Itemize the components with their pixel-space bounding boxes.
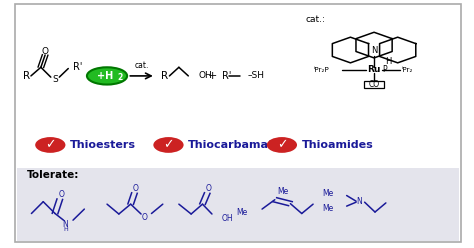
Text: S: S bbox=[52, 75, 58, 84]
Text: R': R' bbox=[73, 62, 82, 72]
Text: cat.:: cat.: bbox=[306, 15, 326, 24]
Text: ✓: ✓ bbox=[277, 138, 287, 152]
Text: –SH: –SH bbox=[248, 71, 265, 80]
Text: ✓: ✓ bbox=[163, 138, 174, 152]
Text: Ru: Ru bbox=[367, 65, 381, 74]
Text: R': R' bbox=[222, 71, 231, 81]
Text: H: H bbox=[63, 227, 68, 232]
Text: ⁱPr₂P: ⁱPr₂P bbox=[313, 67, 329, 73]
Text: Tolerate:: Tolerate: bbox=[27, 170, 79, 180]
Text: Me: Me bbox=[323, 188, 334, 198]
Text: ✓: ✓ bbox=[45, 138, 55, 152]
Text: ⁱPr₂: ⁱPr₂ bbox=[401, 67, 413, 73]
Text: OH: OH bbox=[221, 214, 233, 223]
Text: OH: OH bbox=[199, 71, 212, 80]
Text: O: O bbox=[205, 184, 211, 193]
Text: N: N bbox=[63, 220, 68, 229]
Text: Me: Me bbox=[277, 187, 289, 196]
Bar bbox=[17, 168, 459, 241]
Text: N: N bbox=[371, 46, 377, 55]
Text: O: O bbox=[142, 213, 148, 222]
Text: O: O bbox=[132, 184, 138, 193]
Text: N: N bbox=[356, 197, 362, 206]
Text: R: R bbox=[23, 71, 30, 81]
Bar bbox=[364, 81, 384, 88]
Text: O: O bbox=[42, 47, 49, 56]
Text: cat.: cat. bbox=[134, 61, 149, 70]
Text: CO: CO bbox=[368, 80, 380, 89]
Text: Me: Me bbox=[237, 208, 248, 217]
Text: H: H bbox=[385, 57, 392, 66]
Text: O: O bbox=[58, 190, 64, 199]
Text: +H: +H bbox=[97, 71, 113, 81]
Circle shape bbox=[35, 137, 65, 153]
Text: R: R bbox=[161, 71, 168, 81]
Ellipse shape bbox=[87, 67, 127, 85]
Circle shape bbox=[267, 137, 297, 153]
Text: Thioamides: Thioamides bbox=[302, 140, 374, 150]
Text: Me: Me bbox=[323, 204, 334, 213]
Text: P: P bbox=[383, 65, 387, 74]
Text: +: + bbox=[208, 71, 217, 81]
Text: Thiocarbamates: Thiocarbamates bbox=[188, 140, 289, 150]
Circle shape bbox=[154, 137, 183, 153]
Text: 2: 2 bbox=[118, 73, 123, 82]
Text: Thioesters: Thioesters bbox=[70, 140, 136, 150]
